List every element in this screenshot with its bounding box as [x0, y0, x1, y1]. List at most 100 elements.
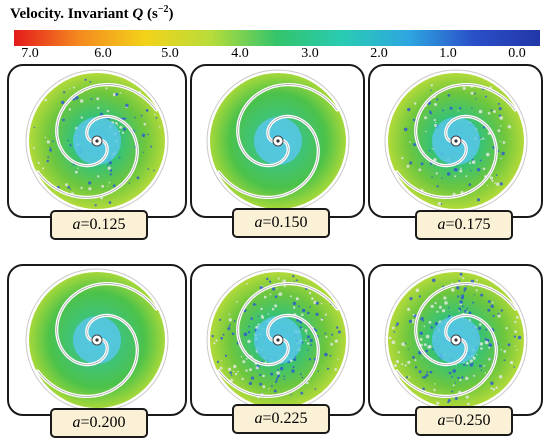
- vortex-structure: [315, 301, 319, 305]
- vortex-structure: [464, 175, 467, 178]
- vortex-structure: [306, 342, 309, 345]
- vortex-structure: [498, 107, 502, 111]
- flow-panel: [190, 64, 365, 218]
- vortex-structure: [258, 373, 261, 376]
- vortex-structure: [431, 348, 434, 350]
- flow-panel: [368, 264, 543, 416]
- vortex-structure: [493, 182, 496, 184]
- vortex-structure: [274, 380, 277, 383]
- vortex-structure: [428, 110, 431, 112]
- vortex-structure: [323, 352, 328, 357]
- panel-label-symbol: a: [254, 410, 263, 427]
- vortex-structure: [106, 109, 110, 113]
- vortex-structure: [432, 158, 437, 162]
- vortex-structure: [283, 378, 285, 380]
- vortex-structure: [277, 374, 280, 378]
- vortex-structure: [433, 124, 437, 127]
- legend-title-unit-close: ): [168, 6, 174, 22]
- vortex-structure: [404, 342, 406, 345]
- vortex-structure: [125, 103, 129, 108]
- vortex-structure: [279, 366, 283, 371]
- vortex-structure: [90, 98, 93, 100]
- colorbar-tick: 5.0: [161, 46, 179, 61]
- vortex-structure: [497, 102, 500, 105]
- vortex-structure: [88, 187, 92, 191]
- panel-label-value: =0.250: [445, 412, 491, 429]
- rotor-hub-center: [453, 338, 458, 342]
- vortex-structure: [314, 329, 317, 332]
- spiral-blade-edge: [37, 116, 138, 198]
- vortex-structure: [489, 381, 494, 385]
- vortex-structure: [505, 327, 508, 330]
- vortex-structure: [429, 370, 432, 374]
- vortex-structure: [293, 280, 295, 282]
- vortex-structure: [446, 172, 450, 176]
- vortex-structure: [308, 291, 311, 295]
- vortex-structure: [400, 157, 403, 160]
- vortex-structure: [458, 310, 460, 312]
- vortex-structure: [456, 376, 460, 380]
- vortex-structure: [121, 131, 125, 134]
- vortex-structure: [395, 324, 397, 327]
- vortex-structure: [478, 323, 482, 326]
- vortex-structure: [419, 343, 423, 347]
- panel-label: a=0.200: [50, 408, 148, 438]
- vortex-structure: [297, 305, 300, 308]
- vortex-structure: [94, 204, 97, 207]
- vortex-structure: [314, 388, 316, 390]
- vortex-structure: [321, 317, 323, 319]
- vortex-structure: [490, 304, 494, 308]
- vortex-structure: [474, 98, 477, 100]
- vortex-structure: [300, 313, 304, 317]
- vortex-structure: [499, 140, 501, 142]
- vortex-structure: [37, 161, 40, 164]
- vortex-structure: [452, 192, 456, 196]
- vortex-structure: [136, 176, 140, 180]
- vortex-structure: [414, 366, 417, 369]
- vortex-structure: [141, 133, 146, 137]
- flow-field: [206, 268, 349, 412]
- vortex-structure: [436, 185, 439, 188]
- vortex-structure: [430, 176, 433, 178]
- vortex-structure: [233, 320, 235, 322]
- vortex-structure: [290, 369, 295, 373]
- vortex-structure: [271, 308, 274, 311]
- vortex-structure: [499, 157, 502, 160]
- vortex-structure: [406, 360, 410, 364]
- vortex-structure: [432, 388, 436, 392]
- flow-field: [384, 69, 527, 213]
- vortex-structure: [485, 152, 490, 157]
- flow-field: [25, 69, 169, 213]
- vortex-structure: [46, 159, 49, 163]
- vortex-structure: [326, 367, 329, 370]
- vortex-structure: [469, 363, 473, 367]
- vortex-structure: [119, 92, 122, 94]
- vortex-structure: [499, 125, 502, 127]
- vortex-structure: [421, 376, 424, 379]
- vortex-structure: [487, 300, 491, 304]
- vortex-structure: [301, 327, 303, 330]
- vortex-structure: [222, 333, 225, 336]
- vortex-structure: [479, 347, 483, 350]
- vortex-structure: [479, 138, 482, 140]
- vortex-structure: [484, 372, 486, 374]
- vortex-structure: [52, 140, 54, 143]
- vortex-structure: [403, 127, 407, 132]
- vortex-structure: [80, 186, 83, 190]
- vortex-structure: [412, 143, 416, 147]
- vortex-structure: [447, 94, 450, 97]
- vortex-structure: [462, 290, 465, 292]
- vortex-structure: [479, 159, 482, 162]
- vortex-structure: [421, 387, 425, 391]
- vortex-structure: [309, 338, 313, 342]
- panel-label-symbol: a: [437, 412, 446, 429]
- vortex-structure: [463, 287, 467, 291]
- vortex-structure: [305, 332, 307, 334]
- vortex-structure: [424, 349, 428, 353]
- vortex-structure: [497, 312, 500, 315]
- vortex-structure: [219, 336, 223, 340]
- vortex-structure: [484, 328, 487, 331]
- vortex-structure: [418, 295, 421, 298]
- vortex-structure: [260, 315, 264, 319]
- panel-label-symbol: a: [437, 216, 446, 233]
